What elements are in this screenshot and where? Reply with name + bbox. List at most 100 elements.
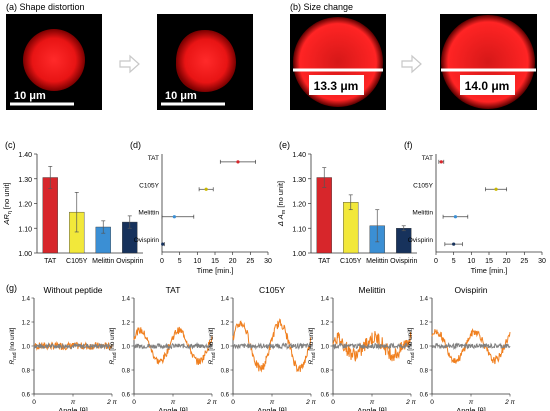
y-tick-label: 1.0 xyxy=(420,345,429,351)
x-tick-label: Melittin xyxy=(366,258,388,265)
y-tick-label: 1.20 xyxy=(292,202,306,209)
x-tick-label: π xyxy=(469,399,474,406)
y-tick-label: 1.2 xyxy=(22,321,31,327)
category-label: Ovispirin xyxy=(134,237,160,244)
y-axis-label: Rrad [no unit] xyxy=(308,327,317,364)
cell-a-left xyxy=(23,29,85,91)
x-tick-label: π xyxy=(71,399,76,406)
y-tick-label: 1.2 xyxy=(122,321,131,327)
panel-a: (a) Shape distortion 10 μm 10 μm xyxy=(6,2,253,110)
y-tick-label: 1.0 xyxy=(122,345,131,351)
x-tick-label: 10 xyxy=(467,258,475,265)
radius-panel-ovispirin: Ovispirin 0.6 0.8 1.0 1.2 1.4 0 π 2 π Angle [θ] Rr… xyxy=(407,285,516,411)
arrow-icon xyxy=(119,54,140,74)
data-point-melittin xyxy=(172,215,176,219)
x-axis-label: Angle [θ] xyxy=(58,406,88,411)
chart-c: (c) 1.00 1.10 1.20 1.30 1.40 ARɳ [no unit] TAT C… xyxy=(2,140,143,265)
y-tick-label: 1.10 xyxy=(292,226,306,233)
series-line-control xyxy=(332,342,412,351)
x-tick-label: 30 xyxy=(538,258,546,265)
panel-b-title: (b) Size change xyxy=(290,2,353,12)
category-label: Ovispirin xyxy=(408,237,434,244)
x-tick-label: TAT xyxy=(318,258,331,265)
y-tick-label: 1.20 xyxy=(18,202,32,209)
size-box-b-right xyxy=(460,75,515,95)
x-tick-label: π xyxy=(171,399,176,406)
panel-label: (f) xyxy=(404,140,413,150)
category-label: TAT xyxy=(148,155,159,162)
x-tick-label: TAT xyxy=(44,258,57,265)
y-tick-label: 0.8 xyxy=(221,369,230,375)
panel-label: (g) xyxy=(6,283,17,293)
y-axis-label: Rrad [no unit] xyxy=(109,327,118,364)
size-label-b-left: 13.3 μm xyxy=(314,79,359,93)
y-tick-label: 1.2 xyxy=(420,321,429,327)
x-tick-label: π xyxy=(370,399,375,406)
y-tick-label: 1.4 xyxy=(22,297,31,303)
y-tick-label: 1.00 xyxy=(18,251,32,258)
panel-label: (e) xyxy=(279,140,290,150)
data-point-c105y xyxy=(494,187,498,191)
y-tick-label: 1.30 xyxy=(292,177,306,184)
x-axis-label: Angle [θ] xyxy=(257,406,287,411)
x-tick-label: 30 xyxy=(264,258,272,265)
y-tick-label: 1.2 xyxy=(221,321,230,327)
x-tick-label: 2 π xyxy=(106,399,117,406)
data-point-ovispirin xyxy=(161,242,165,246)
series-line-peptide xyxy=(232,318,312,373)
y-tick-label: 0.6 xyxy=(420,393,429,399)
chart-e: (e) 1.00 1.10 1.20 1.30 1.40 Δ Am [no unit] TAT… xyxy=(276,140,417,265)
panel-title: C105Y xyxy=(259,285,285,295)
size-label-b-right: 14.0 μm xyxy=(465,79,510,93)
x-tick-label: π xyxy=(270,399,275,406)
category-label: C105Y xyxy=(139,182,160,189)
y-tick-label: 1.4 xyxy=(221,297,230,303)
series-line-peptide xyxy=(431,328,511,365)
x-tick-label: 15 xyxy=(485,258,493,265)
y-tick-label: 0.8 xyxy=(420,369,429,375)
category-label: TAT xyxy=(422,155,433,162)
data-point-tat xyxy=(439,160,443,164)
series-line-control xyxy=(133,341,213,351)
y-tick-label: 1.4 xyxy=(420,297,429,303)
x-axis-label: Time [min.] xyxy=(197,266,234,275)
chart-f: (f) 0 5 10 15 20 25 30 Time [min.] TAT C105Y Melitt… xyxy=(404,140,546,275)
x-tick-label: 15 xyxy=(211,258,219,265)
radius-panel-c105y: C105Y 0.6 0.8 1.0 1.2 1.4 0 π 2 π Angle [θ] Rrad [… xyxy=(208,285,317,411)
x-tick-label: 25 xyxy=(520,258,528,265)
x-axis-label: Angle [θ] xyxy=(158,406,188,411)
panel-title: Ovispirin xyxy=(454,285,487,295)
category-label: Melittin xyxy=(412,210,433,217)
series-line-peptide xyxy=(332,331,412,362)
y-axis-label: ARɳ [no unit] xyxy=(2,182,13,225)
y-tick-label: 1.0 xyxy=(22,345,31,351)
x-axis-label: Time [min.] xyxy=(471,266,508,275)
y-tick-label: 0.8 xyxy=(22,369,31,375)
data-point-melittin xyxy=(453,215,458,219)
panel-b: (b) Size change 13.3 μm 14.0 μm xyxy=(290,2,537,110)
series-line-control xyxy=(33,342,113,350)
y-tick-label: 1.10 xyxy=(18,226,32,233)
y-tick-label: 1.4 xyxy=(321,297,330,303)
scale-label-a-left: 10 μm xyxy=(14,90,46,102)
x-tick-label: Ovispirin xyxy=(390,258,417,265)
x-tick-label: 2 π xyxy=(305,399,316,406)
panel-a-title: (a) Shape distortion xyxy=(6,2,85,12)
series-line-control xyxy=(431,342,511,351)
y-tick-label: 0.6 xyxy=(221,393,230,399)
radius-panel-without-peptide: Without peptide 0.6 0.8 1.0 1.2 1.4 0 π 2 π Angle… xyxy=(9,285,118,411)
panel-label: (d) xyxy=(130,140,141,150)
category-label: C105Y xyxy=(413,182,434,189)
x-tick-label: 20 xyxy=(503,258,511,265)
x-tick-label: Melittin xyxy=(92,258,114,265)
x-tick-label: 20 xyxy=(229,258,237,265)
series-line-peptide xyxy=(133,326,213,366)
x-tick-label: 0 xyxy=(434,258,438,265)
radius-panel-tat: TAT 0.6 0.8 1.0 1.2 1.4 0 π 2 π Angle [θ] Rrad [no… xyxy=(109,285,218,411)
x-tick-label: Ovispirin xyxy=(116,258,143,265)
y-axis-label: Rrad [no unit] xyxy=(407,327,416,364)
x-tick-label: 2 π xyxy=(405,399,416,406)
y-tick-label: 0.6 xyxy=(22,393,31,399)
x-tick-label: 5 xyxy=(178,258,182,265)
